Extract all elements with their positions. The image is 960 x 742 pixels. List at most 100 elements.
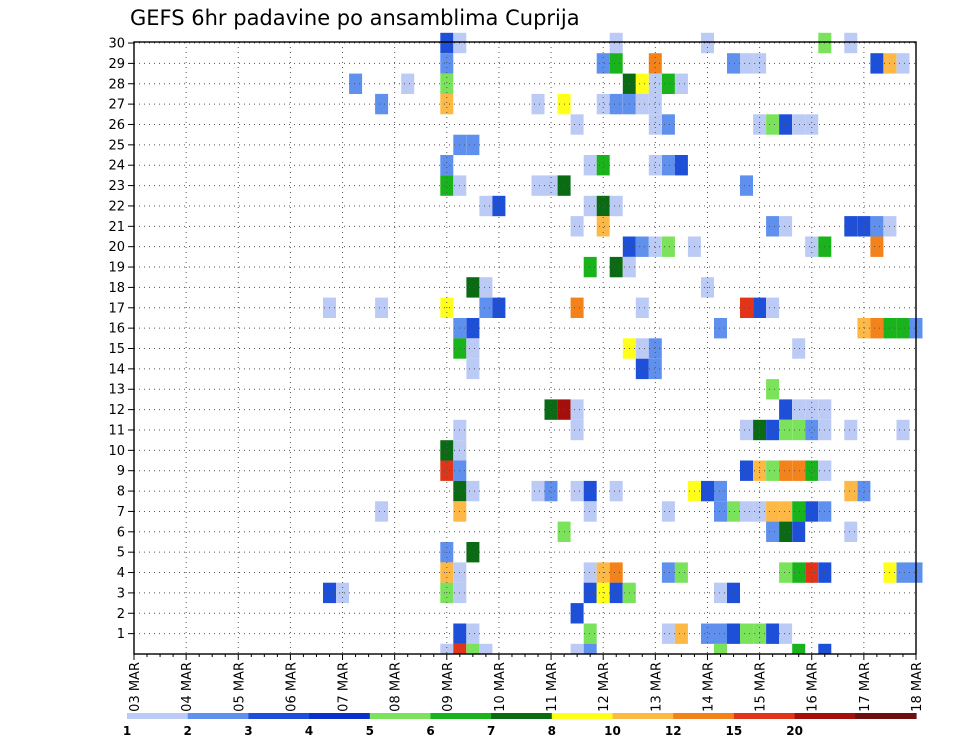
colorbar-label: 2 <box>184 724 192 738</box>
y-tick-label: 15 <box>108 342 125 357</box>
heatmap-cell <box>635 297 649 318</box>
cells-layer <box>323 32 923 654</box>
heatmap-cell <box>701 623 714 644</box>
heatmap-cell <box>570 297 584 318</box>
heatmap-cell <box>531 93 545 115</box>
heatmap-cell <box>440 175 454 196</box>
heatmap-cell <box>661 562 675 583</box>
colorbar-swatch <box>430 713 492 719</box>
heatmap-cell <box>440 643 454 654</box>
heatmap-cell <box>440 53 454 74</box>
y-tick-label: 18 <box>108 281 125 296</box>
heatmap-cell <box>661 114 675 135</box>
heatmap-cell <box>779 419 793 441</box>
y-tick-label: 17 <box>108 301 125 316</box>
heatmap-cell <box>870 318 884 339</box>
heatmap-cell <box>648 155 662 176</box>
heatmap-cell <box>609 480 623 502</box>
y-tick-label: 21 <box>108 220 125 235</box>
heatmap-cell <box>792 521 806 542</box>
heatmap-cell <box>466 277 480 298</box>
heatmap-cell <box>805 501 819 522</box>
colorbar-swatch <box>369 713 432 719</box>
heatmap-cell <box>792 460 806 481</box>
colorbar-swatch <box>612 713 674 719</box>
y-tick-label: 10 <box>108 444 125 459</box>
heatmap-cell <box>570 480 584 502</box>
heatmap-cell <box>609 256 623 278</box>
heatmap-cell <box>740 623 753 644</box>
heatmap-cell <box>661 623 675 644</box>
x-tick-label: 07 MAR <box>337 662 352 712</box>
heatmap-cell <box>870 216 884 237</box>
heatmap-cell <box>896 419 910 441</box>
heatmap-cell <box>740 460 753 481</box>
heatmap-cell <box>714 501 727 522</box>
heatmap-cell <box>870 236 884 257</box>
heatmap-cell <box>779 399 793 420</box>
y-tick-label: 24 <box>108 159 125 174</box>
heatmap-cell <box>609 32 623 54</box>
heatmap-cell <box>635 73 649 94</box>
x-tick-label: 10 MAR <box>493 662 508 712</box>
heatmap-cell <box>727 53 740 74</box>
x-tick-label: 13 MAR <box>649 662 664 712</box>
colorbar-swatch <box>309 713 371 719</box>
heatmap-cell <box>635 236 649 257</box>
heatmap-cell <box>401 73 415 94</box>
heatmap-cell <box>570 399 584 420</box>
grid-layer <box>134 42 916 654</box>
heatmap-cell <box>648 93 662 115</box>
heatmap-cell <box>674 155 688 176</box>
heatmap-cell <box>648 338 662 359</box>
heatmap-cell <box>792 419 806 441</box>
heatmap-cell <box>792 338 806 359</box>
heatmap-cell <box>779 501 793 522</box>
x-tick-label: 08 MAR <box>389 662 404 712</box>
colorbar-swatch <box>733 713 796 719</box>
heatmap-cell <box>779 562 793 583</box>
heatmap-cell <box>648 53 662 74</box>
y-tick-label: 28 <box>108 77 125 92</box>
colorbar-label: 7 <box>487 724 495 738</box>
heatmap-cell <box>583 480 597 502</box>
heatmap-cell <box>740 297 753 318</box>
x-tick-label: 12 MAR <box>597 662 612 712</box>
heatmap-cell <box>792 643 806 654</box>
y-tick-label: 14 <box>108 362 125 377</box>
heatmap-cell <box>609 93 623 115</box>
heatmap-cell <box>479 643 493 654</box>
heatmap-cell <box>609 195 623 217</box>
heatmap-cell <box>466 338 480 359</box>
colorbar-swatch <box>127 713 189 719</box>
heatmap-cell <box>714 318 727 339</box>
heatmap-cell <box>466 643 480 654</box>
heatmap-cell <box>844 419 858 441</box>
heatmap-cell <box>805 236 819 257</box>
heatmap-cell <box>896 53 910 74</box>
x-tick-label: 17 MAR <box>858 662 873 712</box>
x-tick-label: 16 MAR <box>806 662 821 712</box>
heatmap-cell <box>583 623 597 644</box>
heatmap-cell <box>479 195 493 217</box>
heatmap-cell <box>779 114 793 135</box>
heatmap-cell <box>661 501 675 522</box>
y-tick-label: 23 <box>108 179 125 194</box>
heatmap-cell <box>375 297 389 318</box>
heatmap-cell <box>570 643 584 654</box>
heatmap-cell <box>844 480 858 502</box>
heatmap-cell <box>648 358 662 380</box>
heatmap-cell <box>661 236 675 257</box>
x-tick-label: 09 MAR <box>441 662 456 712</box>
heatmap-cell <box>740 419 753 441</box>
y-tick-label: 7 <box>117 505 125 520</box>
heatmap-cell <box>583 582 597 604</box>
heatmap-cell <box>635 93 649 115</box>
heatmap-cell <box>492 195 506 217</box>
heatmap-cell <box>792 501 806 522</box>
heatmap-cell <box>570 603 584 624</box>
heatmap-cell <box>544 480 558 502</box>
heatmap-cell <box>766 521 780 542</box>
x-tick-label: 14 MAR <box>701 662 716 712</box>
